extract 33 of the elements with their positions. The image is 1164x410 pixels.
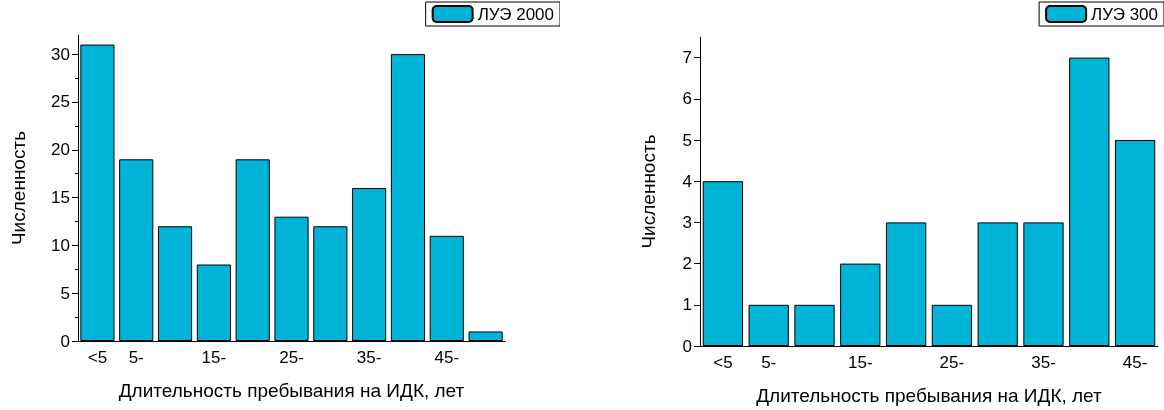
y-tick-label: 0 xyxy=(60,331,70,351)
y-axis-title: Численность xyxy=(8,130,29,246)
y-tick-label: 7 xyxy=(682,48,692,68)
y-tick-label: 6 xyxy=(682,89,692,109)
x-tick-label: 25- xyxy=(939,353,965,372)
y-tick-label: 10 xyxy=(51,235,70,255)
x-tick-label: 45- xyxy=(1122,353,1148,372)
y-tick-label: 25 xyxy=(51,92,70,112)
x-tick-label: 5- xyxy=(128,348,144,367)
y-tick-label: 20 xyxy=(51,140,70,160)
x-tick-label: 15- xyxy=(848,353,873,372)
legend-label: ЛУЭ 300 xyxy=(1091,4,1158,24)
x-tick-label: 35- xyxy=(356,348,382,367)
x-tick-label: 35- xyxy=(1031,353,1056,372)
y-tick-label: 15 xyxy=(51,188,70,208)
y-tick-label: 5 xyxy=(60,283,70,303)
x-axis-title: Длительность пребывания на ИДК, лет xyxy=(118,380,465,401)
x-tick-label: <5 xyxy=(87,348,108,367)
y-tick-label: 0 xyxy=(682,336,692,356)
x-axis-title: Длительность пребывания на ИДК, лет xyxy=(756,385,1103,406)
y-tick-label: 2 xyxy=(682,254,692,274)
legend-label: ЛУЭ 2000 xyxy=(477,4,554,24)
x-tick-label: 5- xyxy=(761,353,777,372)
y-axis-title: Численность xyxy=(638,134,659,249)
y-tick-label: 4 xyxy=(682,171,692,191)
y-tick-label: 3 xyxy=(682,212,692,232)
y-tick-label: 1 xyxy=(682,295,692,315)
x-tick-label: 25- xyxy=(279,348,304,367)
y-tick-label: 5 xyxy=(682,130,692,150)
x-tick-label: 45- xyxy=(434,348,460,367)
x-tick-label: <5 xyxy=(713,353,733,372)
y-tick-label: 30 xyxy=(51,44,70,64)
x-tick-label: 15- xyxy=(201,348,227,367)
